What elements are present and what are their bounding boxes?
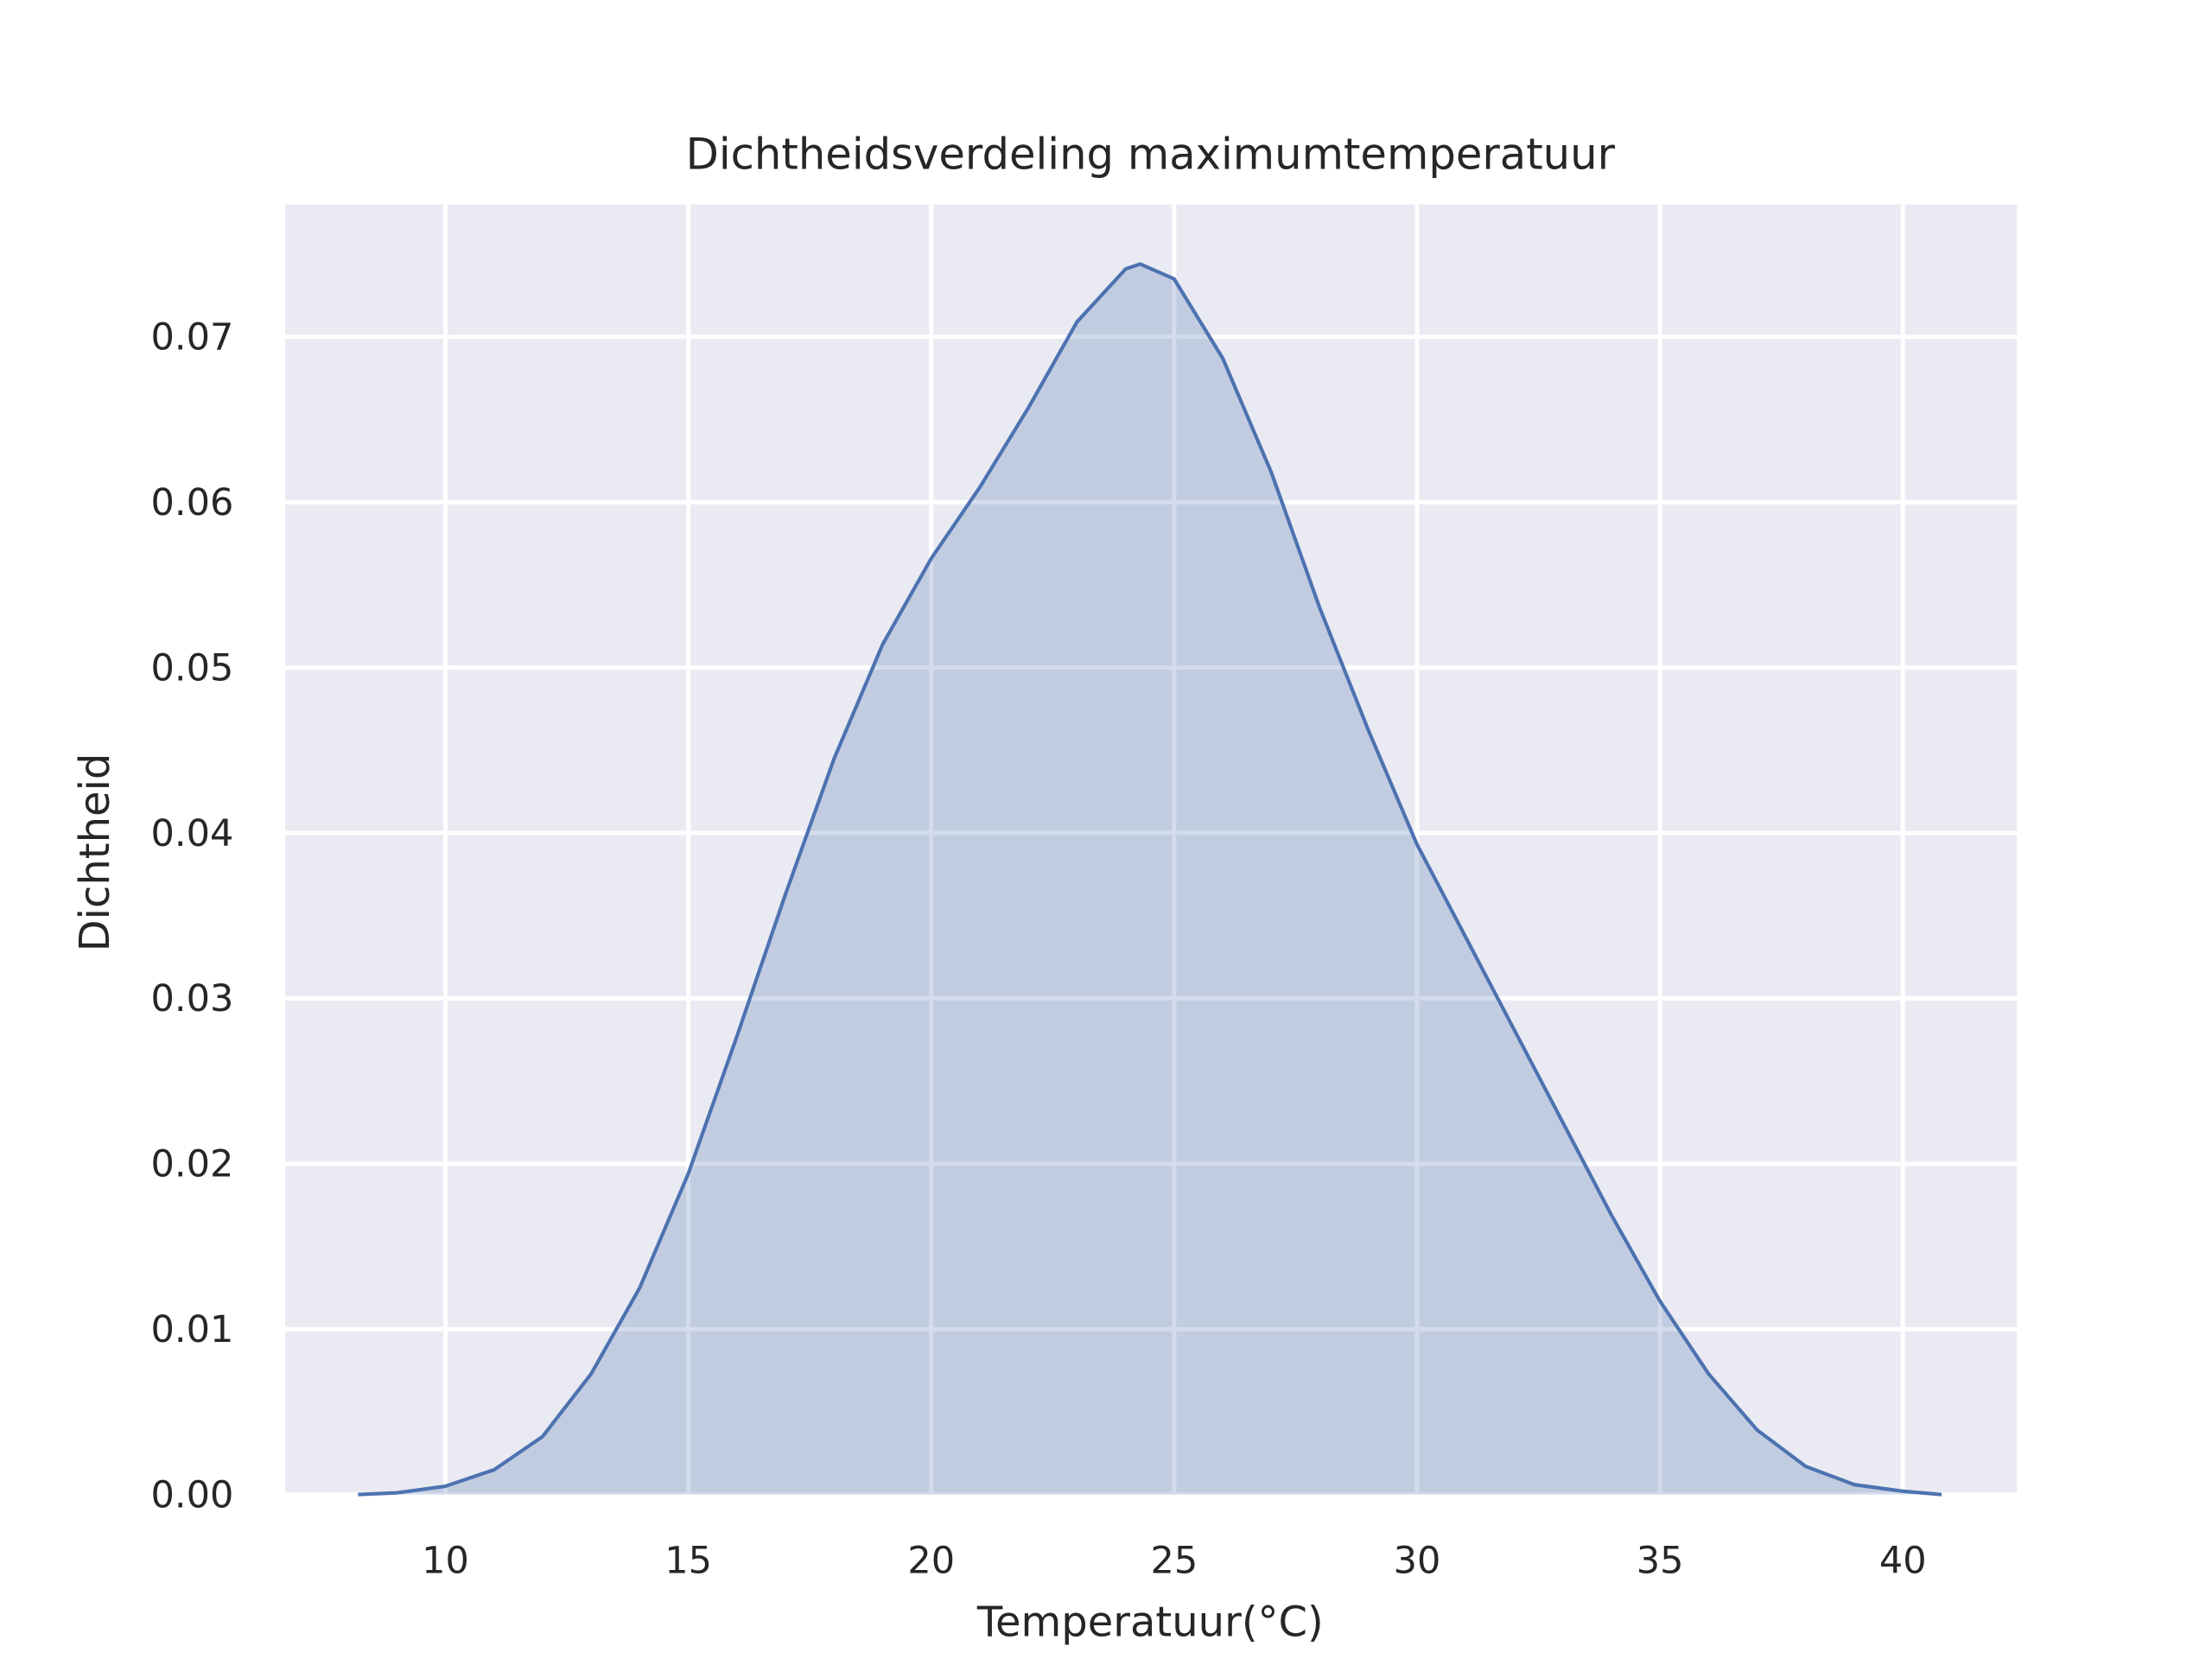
marks xyxy=(358,262,1942,1497)
x-axis-label: Temperatuur(°C) xyxy=(976,1598,1324,1646)
density-line xyxy=(358,262,1942,1497)
y-tick-label: 0.06 xyxy=(151,481,234,524)
y-tick-label: 0.05 xyxy=(151,646,234,690)
x-tick-label: 20 xyxy=(907,1540,955,1583)
x-tick-label: 30 xyxy=(1394,1540,1441,1583)
y-tick-label: 0.00 xyxy=(151,1473,234,1516)
plot-background xyxy=(284,204,2018,1495)
x-tick-label: 25 xyxy=(1150,1540,1198,1583)
y-axis-label: Dichtheid xyxy=(71,753,119,952)
x-tick-label: 10 xyxy=(422,1540,469,1583)
grid xyxy=(284,204,2018,1497)
x-tick-label: 35 xyxy=(1637,1540,1684,1583)
y-tick-label: 0.04 xyxy=(151,812,234,855)
y-tick-label: 0.03 xyxy=(151,977,234,1020)
y-tick-label: 0.01 xyxy=(151,1308,234,1351)
x-tick-label: 40 xyxy=(1879,1540,1927,1583)
density-area xyxy=(358,264,1942,1495)
y-tick-label: 0.02 xyxy=(151,1143,234,1186)
chart-title: Dichtheidsverdeling maximumtemperatuur xyxy=(686,130,1616,180)
y-tick-label: 0.07 xyxy=(151,316,234,359)
x-tick-label: 15 xyxy=(664,1540,712,1583)
